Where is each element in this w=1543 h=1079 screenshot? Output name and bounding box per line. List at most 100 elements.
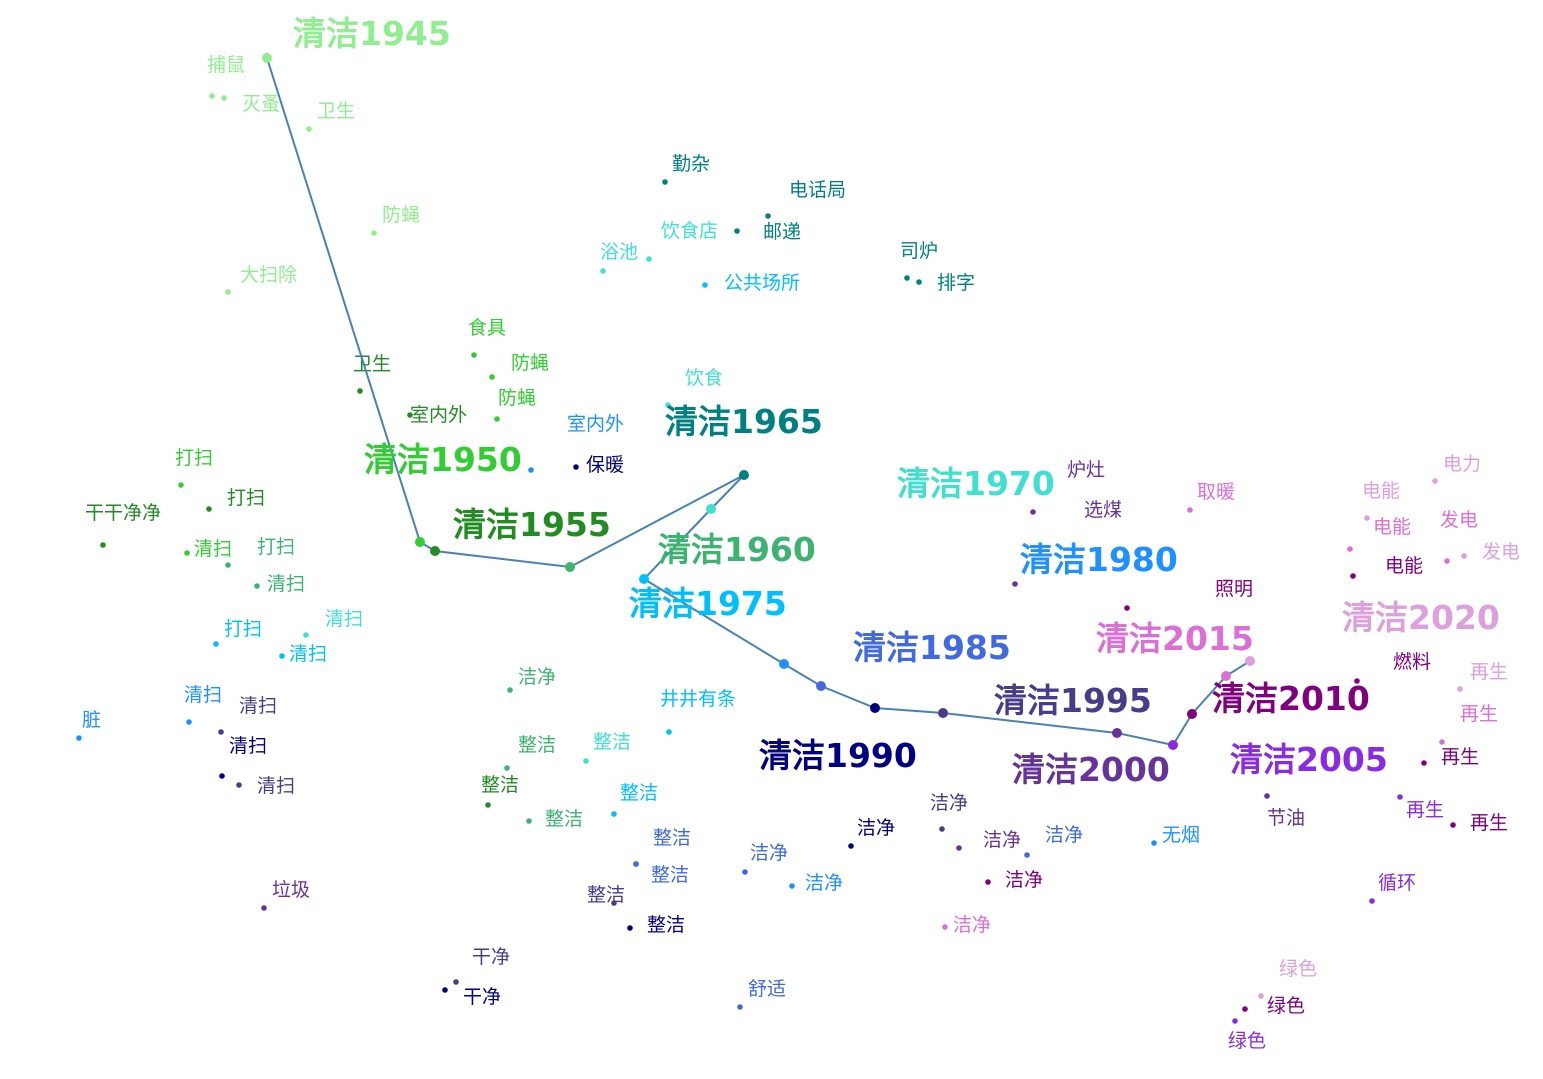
neighbor-point xyxy=(442,987,448,993)
neighbor-point xyxy=(627,925,633,931)
neighbor-point xyxy=(573,464,579,470)
neighbor-point xyxy=(734,228,740,234)
neighbor-label: 打扫 xyxy=(257,536,295,558)
trajectory-point xyxy=(739,470,749,480)
neighbor-label: 炉灶 xyxy=(1067,459,1105,481)
neighbor-label: 整洁 xyxy=(651,864,689,886)
neighbor-point xyxy=(261,905,267,911)
neighbor-point xyxy=(184,550,190,556)
neighbor-point xyxy=(939,826,945,832)
neighbor-point xyxy=(371,230,377,236)
neighbor-label: 整洁 xyxy=(593,731,631,753)
neighbor-point xyxy=(407,412,413,418)
neighbor-point xyxy=(206,506,212,512)
neighbor-point xyxy=(213,641,219,647)
neighbor-point xyxy=(1457,686,1463,692)
neighbor-point xyxy=(225,289,231,295)
neighbor-label: 排字 xyxy=(937,272,975,294)
neighbor-label: 整洁 xyxy=(653,827,691,849)
neighbor-label: 电力 xyxy=(1443,453,1481,475)
neighbor-label: 绿色 xyxy=(1228,1030,1266,1052)
year-label: 清洁1970 xyxy=(897,464,1055,503)
neighbor-label: 打扫 xyxy=(175,447,213,469)
neighbor-label: 电能 xyxy=(1362,480,1400,502)
trajectory-point xyxy=(938,708,948,718)
neighbor-label: 再生 xyxy=(1406,799,1444,821)
neighbor-label: 室内外 xyxy=(410,404,467,426)
year-label: 清洁1995 xyxy=(994,681,1152,720)
neighbor-label: 垃圾 xyxy=(272,879,310,901)
neighbor-point xyxy=(904,275,910,281)
neighbor-label: 食具 xyxy=(468,317,506,339)
neighbor-point xyxy=(942,924,948,930)
neighbor-label: 清扫 xyxy=(239,695,277,717)
neighbor-label: 脏 xyxy=(82,709,101,731)
neighbor-point xyxy=(1444,558,1450,564)
neighbor-label: 洁净 xyxy=(750,842,788,864)
year-label: 清洁1980 xyxy=(1020,540,1178,579)
trajectory-point xyxy=(565,562,575,572)
neighbor-point xyxy=(1369,898,1375,904)
trajectory-point xyxy=(1221,671,1231,681)
year-label: 清洁1965 xyxy=(665,402,823,441)
neighbor-label: 勤杂 xyxy=(672,153,710,175)
neighbor-label: 打扫 xyxy=(227,487,265,509)
neighbor-label: 清扫 xyxy=(229,735,267,757)
neighbor-label: 节油 xyxy=(1267,807,1305,829)
neighbor-point xyxy=(471,352,477,358)
neighbor-point xyxy=(662,179,668,185)
neighbor-point xyxy=(742,869,748,875)
year-label: 清洁1960 xyxy=(658,530,816,569)
neighbor-point xyxy=(1397,794,1403,800)
neighbor-point xyxy=(528,467,534,473)
neighbor-label: 清扫 xyxy=(184,684,222,706)
neighbor-label: 卫生 xyxy=(353,353,391,375)
year-label: 清洁1985 xyxy=(853,628,1011,667)
neighbor-point xyxy=(76,735,82,741)
neighbor-label: 防蝇 xyxy=(382,204,420,226)
neighbor-label: 公共场所 xyxy=(724,272,800,294)
neighbor-point xyxy=(218,729,224,735)
neighbor-label: 整洁 xyxy=(587,884,625,906)
neighbor-point xyxy=(1258,993,1264,999)
neighbor-point xyxy=(1421,760,1427,766)
neighbor-label: 饮食店 xyxy=(661,220,718,242)
neighbor-label: 灭蚤 xyxy=(242,93,280,115)
neighbor-point xyxy=(1354,678,1360,684)
year-label: 清洁2005 xyxy=(1230,740,1388,779)
neighbor-label: 打扫 xyxy=(224,618,262,640)
neighbor-label: 电话局 xyxy=(789,179,846,201)
trajectory-point xyxy=(639,574,649,584)
neighbor-point xyxy=(254,583,260,589)
neighbor-label: 电能 xyxy=(1373,516,1411,538)
neighbor-label: 干净 xyxy=(463,986,501,1008)
neighbor-label: 浴池 xyxy=(600,241,638,263)
neighbor-point xyxy=(494,416,500,422)
neighbor-point xyxy=(1151,840,1157,846)
neighbor-point xyxy=(1364,515,1370,521)
neighbor-label: 发电 xyxy=(1482,541,1520,563)
neighbor-label: 照明 xyxy=(1215,578,1253,600)
neighbor-label: 再生 xyxy=(1470,661,1508,683)
neighbor-label: 整洁 xyxy=(647,914,685,936)
neighbor-point xyxy=(1024,852,1030,858)
trajectory-line xyxy=(266,57,1251,747)
neighbor-label: 洁净 xyxy=(983,829,1021,851)
neighbor-label: 洁净 xyxy=(953,914,991,936)
year-label: 清洁1950 xyxy=(364,440,522,479)
neighbor-label: 洁净 xyxy=(805,872,843,894)
neighbor-label: 干净 xyxy=(472,946,510,968)
neighbor-point xyxy=(956,845,962,851)
neighbor-label: 清扫 xyxy=(325,608,363,630)
year-label: 清洁2020 xyxy=(1342,598,1500,637)
trajectory-point xyxy=(1168,740,1178,750)
neighbor-label: 整洁 xyxy=(518,734,556,756)
neighbor-label: 洁净 xyxy=(1045,824,1083,846)
trajectory-point xyxy=(816,681,826,691)
neighbor-label: 电能 xyxy=(1385,555,1423,577)
neighbor-point xyxy=(646,256,652,262)
neighbor-label: 洁净 xyxy=(930,792,968,814)
neighbor-point xyxy=(583,758,589,764)
trajectory-point xyxy=(1187,709,1197,719)
neighbor-point xyxy=(611,900,617,906)
